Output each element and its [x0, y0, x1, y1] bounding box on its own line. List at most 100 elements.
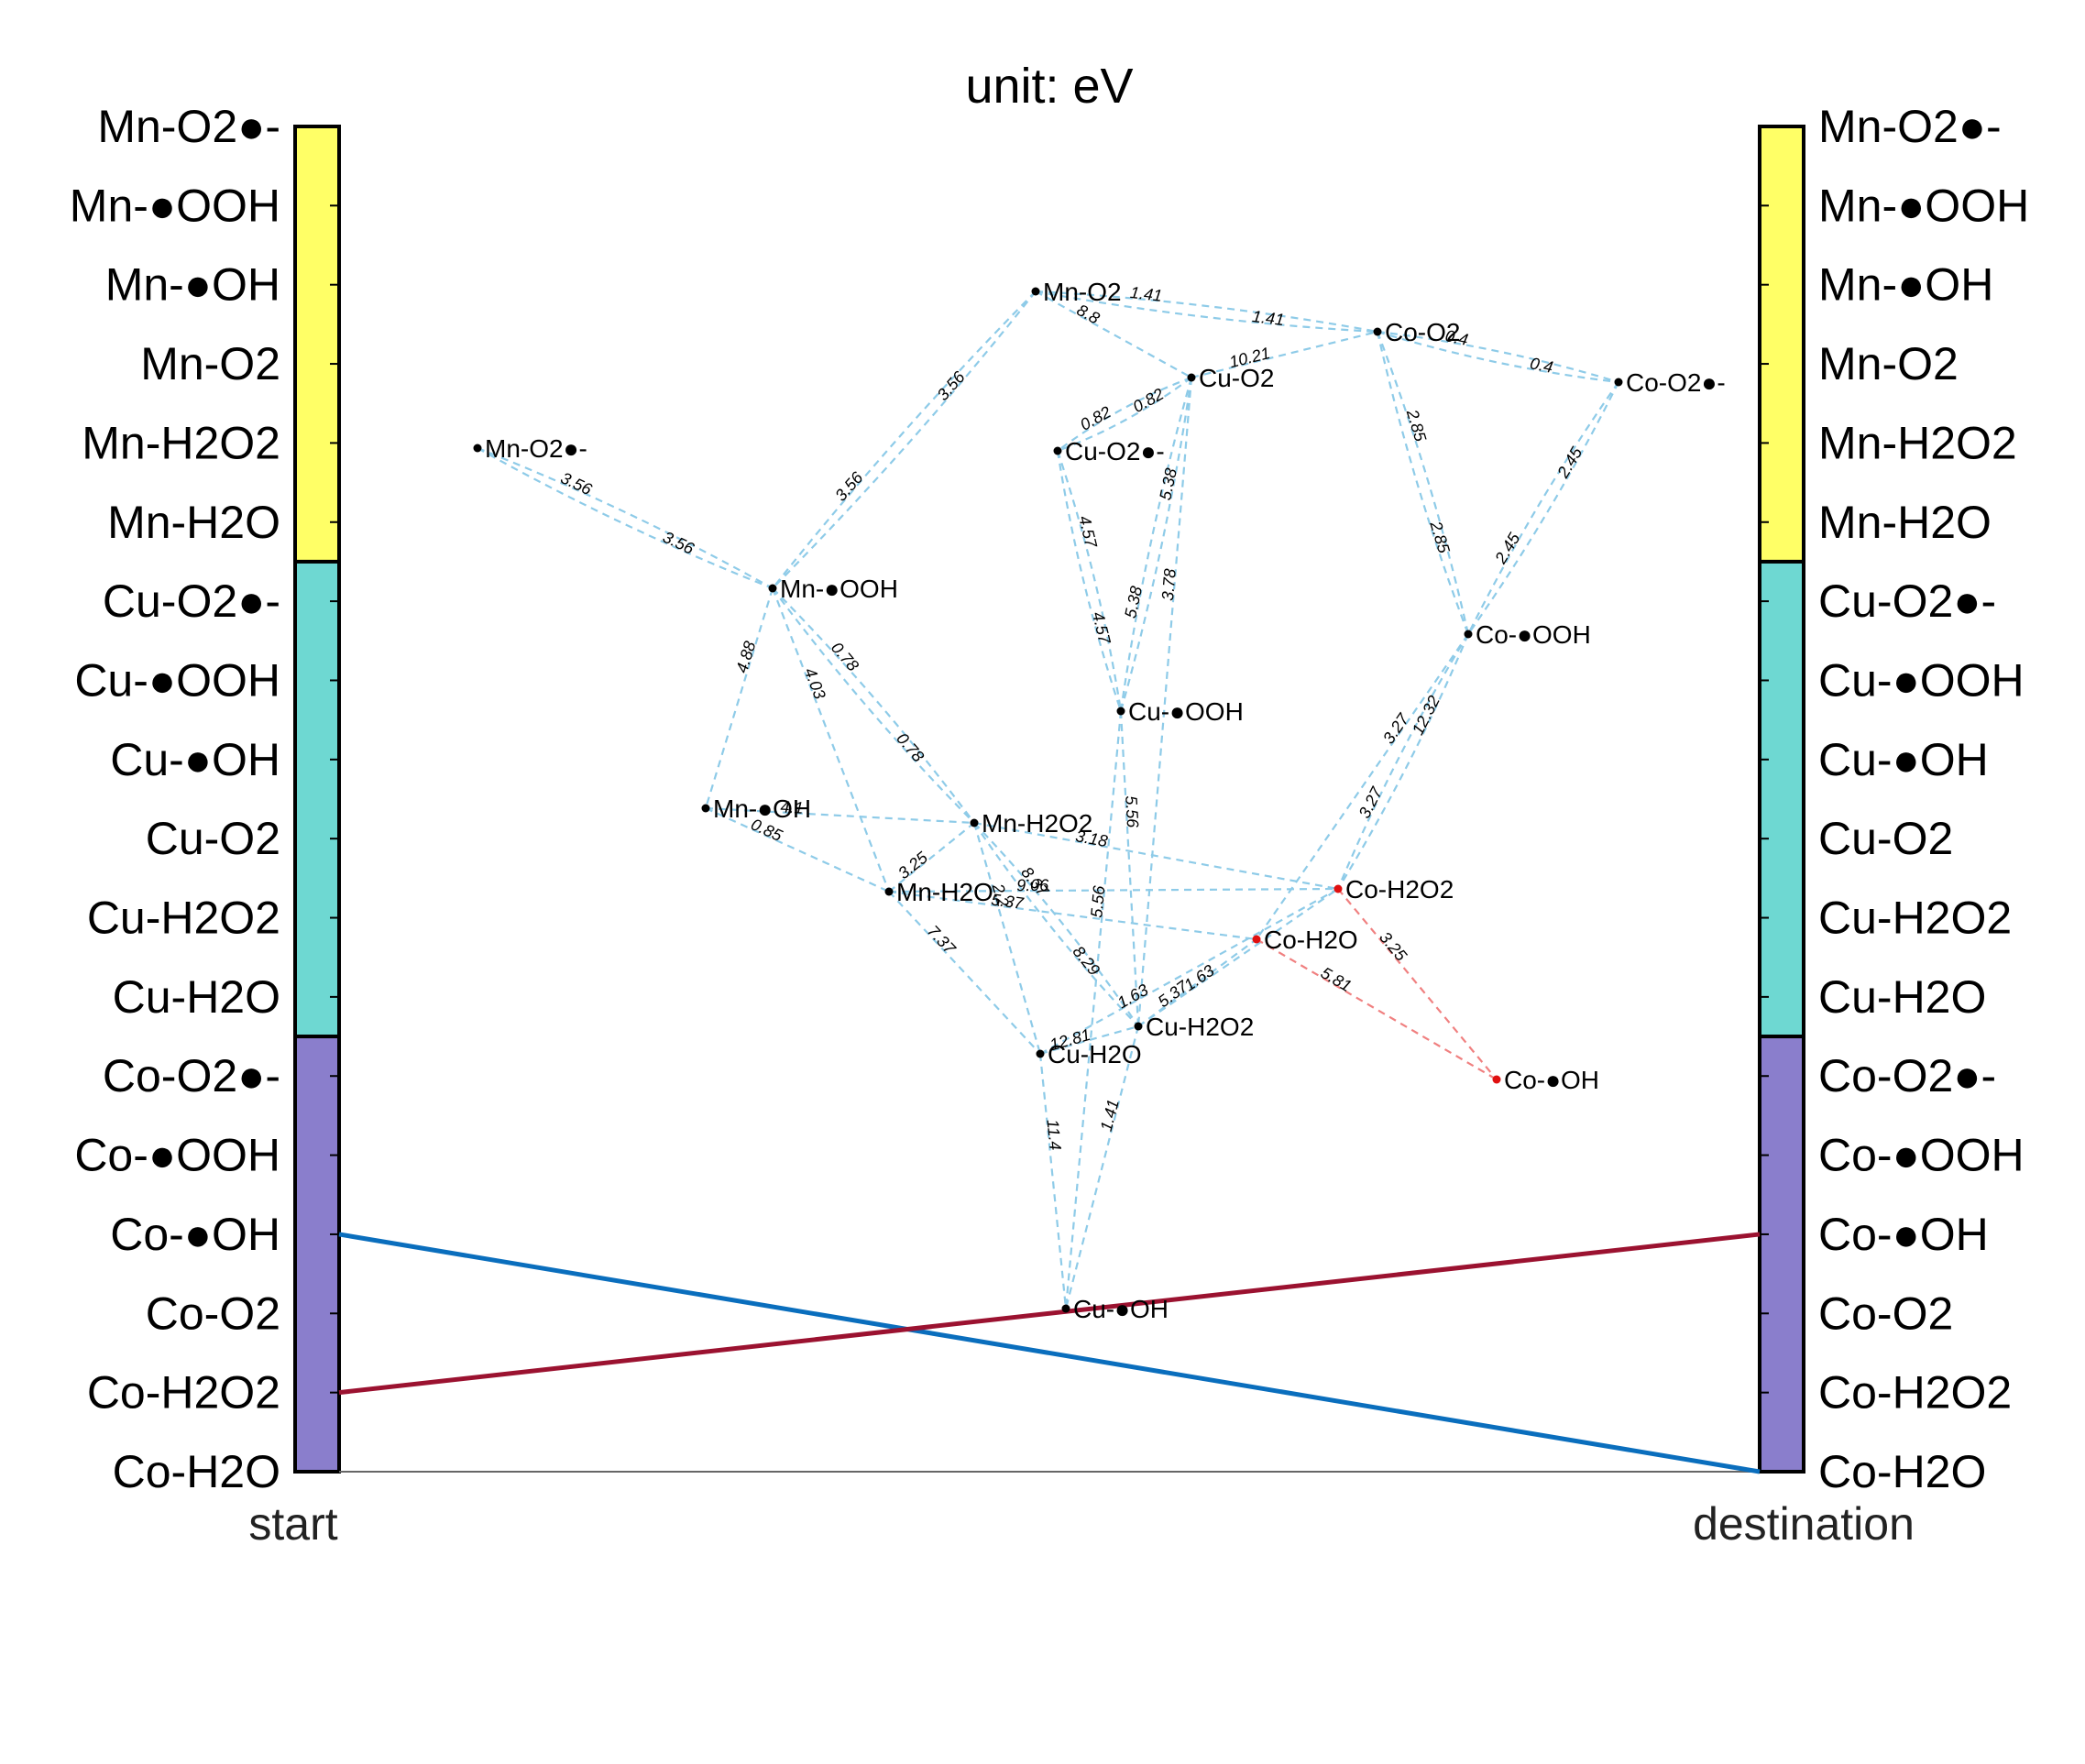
node-mn-radooh: Mn-●OOH	[768, 575, 898, 603]
node-dot	[1464, 630, 1473, 639]
edge-co-o2rad-co-radooh	[1467, 381, 1619, 635]
node-cu-radoh: Cu-●OH	[1061, 1295, 1169, 1323]
node-co-radoh: Co-●OH	[1492, 1066, 1599, 1094]
node-label: Cu-H2O2	[1146, 1013, 1254, 1041]
node-mn-radoh: Mn-●OH	[701, 794, 811, 823]
bar-segment-mn	[293, 125, 341, 564]
destination-tick-cu-h2o: Cu-H2O	[1818, 971, 1986, 1023]
node-cu-radooh: Cu-●OOH	[1116, 697, 1244, 726]
node-label: Co-H2O2	[1345, 875, 1454, 904]
node-label: Co-●OOH	[1476, 620, 1591, 649]
edge-label-mn-radooh-mn-h2o: 4.03	[801, 665, 829, 702]
edge-label-mn-radooh-mn-h2o2: 0.78	[893, 729, 927, 766]
edge-co-o2-co-o2rad	[1377, 330, 1619, 384]
node-dot	[1134, 1022, 1143, 1031]
start-axis-bar	[293, 125, 341, 1474]
start-tick-mn-h2o: Mn-H2O	[107, 497, 280, 548]
start-tick-mn-h2o2: Mn-H2O2	[82, 417, 280, 468]
edge-label-cu-h2o-cu-radoh: 11.4	[1043, 1119, 1064, 1152]
edge-label-cu-o2rad-cu-radooh: 4.57	[1089, 610, 1114, 647]
node-dot	[1036, 1049, 1045, 1058]
edge-label-mn-o2-co-o2: 1.41	[1129, 283, 1163, 305]
edge-co-o2rad-co-radooh	[1467, 381, 1619, 635]
start-axis-label: start	[248, 1498, 337, 1550]
node-dot	[1492, 1075, 1501, 1084]
edge-label-co-o2rad-co-radooh: 2.45	[1491, 529, 1524, 567]
edge-mn-h2o-cu-h2o	[888, 891, 1041, 1055]
start-axis-ticks: Mn-O2●- Mn-●OOH Mn-●OH Mn-O2 Mn-H2O2 Mn-H2O Cu…	[70, 101, 339, 1497]
edge-mn-o2-cu-o2	[1035, 290, 1192, 378]
node-dot	[884, 887, 894, 896]
node-label: Cu-●OH	[1073, 1295, 1169, 1323]
bar-segment-cu	[1758, 559, 1805, 1039]
destination-tick-cu-h2o2: Cu-H2O2	[1818, 893, 2012, 944]
start-tick-cu-radooh: Cu-●OOH	[74, 654, 280, 706]
destination-tick-mn-radooh: Mn-●OOH	[1818, 180, 2029, 231]
destination-tick-co-o2rad: Co-O2●-	[1818, 1050, 1996, 1101]
edge-label-co-o2-co-radooh: 2.85	[1403, 407, 1431, 444]
node-mn-h2o2: Mn-H2O2	[970, 809, 1092, 838]
node-dot	[701, 804, 710, 813]
start-tick-co-h2o2: Co-H2O2	[87, 1367, 280, 1419]
node-dot	[970, 818, 979, 827]
network-edges	[477, 290, 1619, 1309]
edge-mn-o2-mn-radooh	[772, 290, 1037, 589]
edge-label-mn-h2o-co-h2o: 5.37	[990, 891, 1025, 913]
edge-label-cu-o2-cu-o2rad: 0.82	[1077, 402, 1114, 433]
destination-tick-co-h2o: Co-H2O	[1818, 1446, 1986, 1497]
network-nodes: Mn-O2 Mn-O2●- Mn-●OOH Mn-●OH Mn-H2O2 Mn-H2O Cu…	[473, 278, 1726, 1323]
flow-co-radoh-to-co-h2o	[338, 1232, 1761, 1474]
edge-cu-o2-cu-o2rad	[1057, 376, 1192, 452]
edge-label-mn-o2-mn-radooh: 3.56	[934, 367, 970, 404]
edge-label-cu-radooh-cu-h2o2: 5.56	[1122, 795, 1142, 829]
destination-tick-co-radooh: Co-●OOH	[1818, 1130, 2025, 1181]
node-mn-o2rad: Mn-O2●-	[473, 434, 587, 463]
edge-mn-o2-mn-radooh	[772, 290, 1037, 589]
edge-label-cu-o2-cu-h2o2: 3.78	[1158, 568, 1180, 602]
destination-axis-bar	[1758, 125, 1805, 1474]
edge-cu-o2-cu-o2rad	[1057, 377, 1192, 453]
node-label: Mn-●OOH	[780, 575, 898, 603]
edge-label-mn-radoh-mn-h2o2: 4.1	[780, 797, 804, 816]
node-dot	[1061, 1304, 1070, 1313]
edge-co-h2o2-co-radoh	[1337, 888, 1498, 1080]
edge-mn-h2o2-cu-h2o2	[973, 822, 1139, 1027]
diagram-title: unit: eV	[965, 59, 1133, 114]
edge-mn-o2rad-mn-radooh	[477, 446, 774, 589]
edge-mn-o2-co-o2	[1035, 290, 1378, 334]
edge-label-mn-radooh-mn-h2o2: 0.78	[828, 639, 862, 675]
start-tick-cu-radoh: Cu-●OH	[110, 734, 280, 785]
edge-label-mn-o2rad-mn-radooh: 3.56	[558, 468, 596, 499]
edge-label-co-h2o2-co-radoh: 3.25	[1376, 928, 1410, 965]
edge-mn-radooh-mn-h2o2	[772, 587, 975, 824]
node-label: Co-H2O	[1264, 926, 1358, 954]
edge-label-co-o2-co-o2rad: 0.4	[1529, 354, 1555, 377]
bar-segment-co	[293, 1035, 341, 1474]
node-label: Co-●OH	[1504, 1066, 1599, 1094]
start-tick-mn-radooh: Mn-●OOH	[70, 180, 280, 231]
start-tick-mn-radoh: Mn-●OH	[105, 259, 280, 311]
start-tick-co-radoh: Co-●OH	[110, 1209, 280, 1260]
node-label: Cu-O2	[1199, 364, 1274, 392]
start-tick-co-o2: Co-O2	[146, 1287, 280, 1339]
node-label: Cu-H2O	[1048, 1040, 1142, 1068]
edge-label-mn-o2-mn-radooh: 3.56	[831, 467, 867, 504]
node-label: Co-O2●-	[1626, 368, 1726, 397]
edge-mn-radoh-mn-h2o2	[705, 806, 975, 825]
destination-tick-cu-radooh: Cu-●OOH	[1818, 654, 2025, 706]
edge-label-mn-h2o-cu-h2o: 7.37	[924, 922, 960, 959]
destination-tick-mn-h2o: Mn-H2O	[1818, 497, 1992, 548]
node-co-h2o: Co-H2O	[1252, 926, 1358, 954]
start-tick-co-h2o: Co-H2O	[113, 1446, 280, 1497]
start-tick-mn-o2: Mn-O2	[140, 338, 280, 389]
edge-co-radooh-co-h2o2	[1337, 633, 1470, 890]
node-dot	[1333, 884, 1343, 893]
edge-co-o2-co-radooh	[1376, 331, 1470, 635]
start-tick-co-radooh: Co-●OOH	[74, 1130, 280, 1181]
node-label: Mn-H2O2	[982, 809, 1092, 838]
start-tick-cu-h2o2: Cu-H2O2	[87, 893, 280, 944]
edge-label-mn-o2rad-mn-radooh: 3.56	[660, 528, 697, 559]
destination-tick-co-radoh: Co-●OH	[1818, 1209, 1989, 1260]
edge-label-cu-o2rad-cu-radooh: 4.57	[1075, 514, 1101, 551]
start-tick-cu-o2: Cu-O2	[146, 813, 280, 864]
